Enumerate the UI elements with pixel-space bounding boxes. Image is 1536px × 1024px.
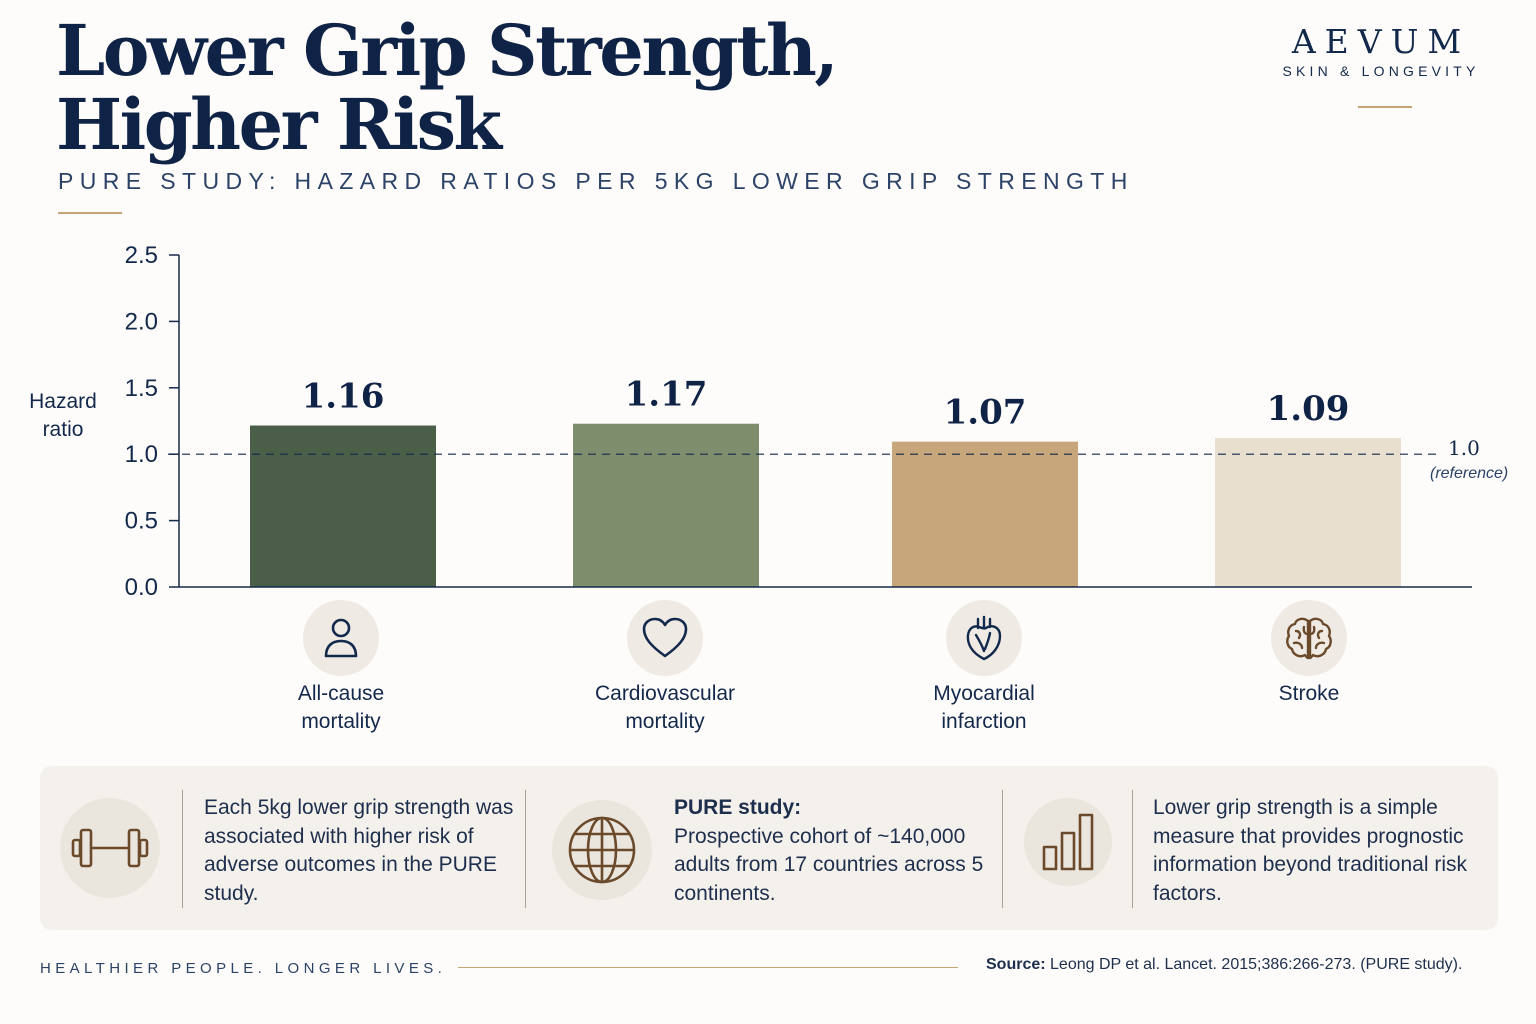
info-pure-study-title: PURE study: bbox=[674, 796, 802, 819]
bar bbox=[573, 423, 759, 587]
heart-icon bbox=[627, 600, 703, 676]
brand-accent-line bbox=[1358, 106, 1412, 108]
category-cardiovascular-mortality: Cardiovascular mortality bbox=[555, 600, 775, 736]
y-tick-label: 1.5 bbox=[125, 375, 158, 402]
y-tick-label: 0.5 bbox=[125, 508, 158, 535]
category-all-cause-mortality: All-cause mortality bbox=[231, 600, 451, 736]
y-tick-label: 1.0 bbox=[125, 441, 158, 468]
category-label: Myocardial infarction bbox=[933, 682, 1035, 733]
dumbbell-icon bbox=[60, 798, 160, 898]
source-label: Source: bbox=[986, 956, 1046, 973]
source-text: Leong DP et al. Lancet. 2015;386:266-273… bbox=[1050, 956, 1463, 973]
footer-tagline: HEALTHIER PEOPLE. LONGER LIVES. bbox=[40, 960, 447, 977]
info-pure-study-text: Prospective cohort of ~140,000 adults fr… bbox=[674, 824, 984, 905]
y-axis-title: Hazard ratio bbox=[29, 390, 97, 441]
bar-value-label: 1.16 bbox=[302, 377, 385, 417]
subtitle-accent-line bbox=[58, 212, 122, 214]
title-line-2: Higher Risk bbox=[56, 83, 502, 166]
y-tick-label: 0.0 bbox=[125, 574, 158, 600]
hazard-ratio-chart: 0.0 0.5 1.0 1.5 2.0 2.5 1.16 1.17 1.07 1.09 1.0 (re… bbox=[125, 242, 1509, 600]
y-tick-label: 2.0 bbox=[125, 308, 158, 335]
info-divider bbox=[525, 790, 526, 908]
brain-icon bbox=[1271, 600, 1347, 676]
brand-logo: AEVUM SKIN & LONGEVITY bbox=[1266, 22, 1496, 79]
page-title: Lower Grip Strength, Higher Risk bbox=[56, 9, 839, 166]
anatomical-heart-icon bbox=[946, 600, 1022, 676]
info-prognostic-text: Lower grip strength is a simple measure … bbox=[1153, 796, 1467, 905]
info-divider bbox=[1002, 790, 1003, 908]
title-line-1: Lower Grip Strength, bbox=[56, 9, 839, 92]
brand-tagline: SKIN & LONGEVITY bbox=[1282, 63, 1480, 79]
source-citation: Source: Leong DP et al. Lancet. 2015;386… bbox=[986, 956, 1462, 974]
brand-name: AEVUM bbox=[1291, 22, 1471, 61]
info-divider bbox=[1132, 790, 1133, 908]
person-icon bbox=[303, 600, 379, 676]
info-divider bbox=[182, 790, 183, 908]
info-grip-association-text: Each 5kg lower grip strength was associa… bbox=[204, 796, 514, 905]
category-label: Stroke bbox=[1278, 682, 1340, 705]
y-tick-label: 2.5 bbox=[125, 242, 158, 269]
bar-value-label: 1.09 bbox=[1267, 389, 1350, 429]
bar-value-label: 1.17 bbox=[625, 375, 708, 415]
globe-icon bbox=[552, 800, 652, 900]
category-label: All-cause mortality bbox=[297, 682, 385, 733]
bar-value-label: 1.07 bbox=[944, 393, 1027, 433]
page-subtitle: PURE STUDY: HAZARD RATIOS PER 5KG LOWER … bbox=[58, 168, 1134, 194]
info-panel: Each 5kg lower grip strength was associa… bbox=[40, 766, 1498, 930]
bar bbox=[892, 441, 1078, 587]
category-stroke: Stroke bbox=[1199, 600, 1419, 708]
footer-accent-line bbox=[458, 967, 958, 968]
info-pure-study: PURE study: Prospective cohort of ~140,0… bbox=[674, 794, 1004, 908]
reference-line-sublabel: (reference) bbox=[1430, 465, 1508, 482]
bar-chart-icon bbox=[1024, 798, 1112, 886]
reference-line-label: 1.0 bbox=[1448, 436, 1480, 460]
category-myocardial-infarction: Myocardial infarction bbox=[874, 600, 1094, 736]
category-label: Cardiovascular mortality bbox=[594, 682, 736, 733]
bar bbox=[1215, 438, 1401, 587]
bar bbox=[250, 425, 436, 587]
